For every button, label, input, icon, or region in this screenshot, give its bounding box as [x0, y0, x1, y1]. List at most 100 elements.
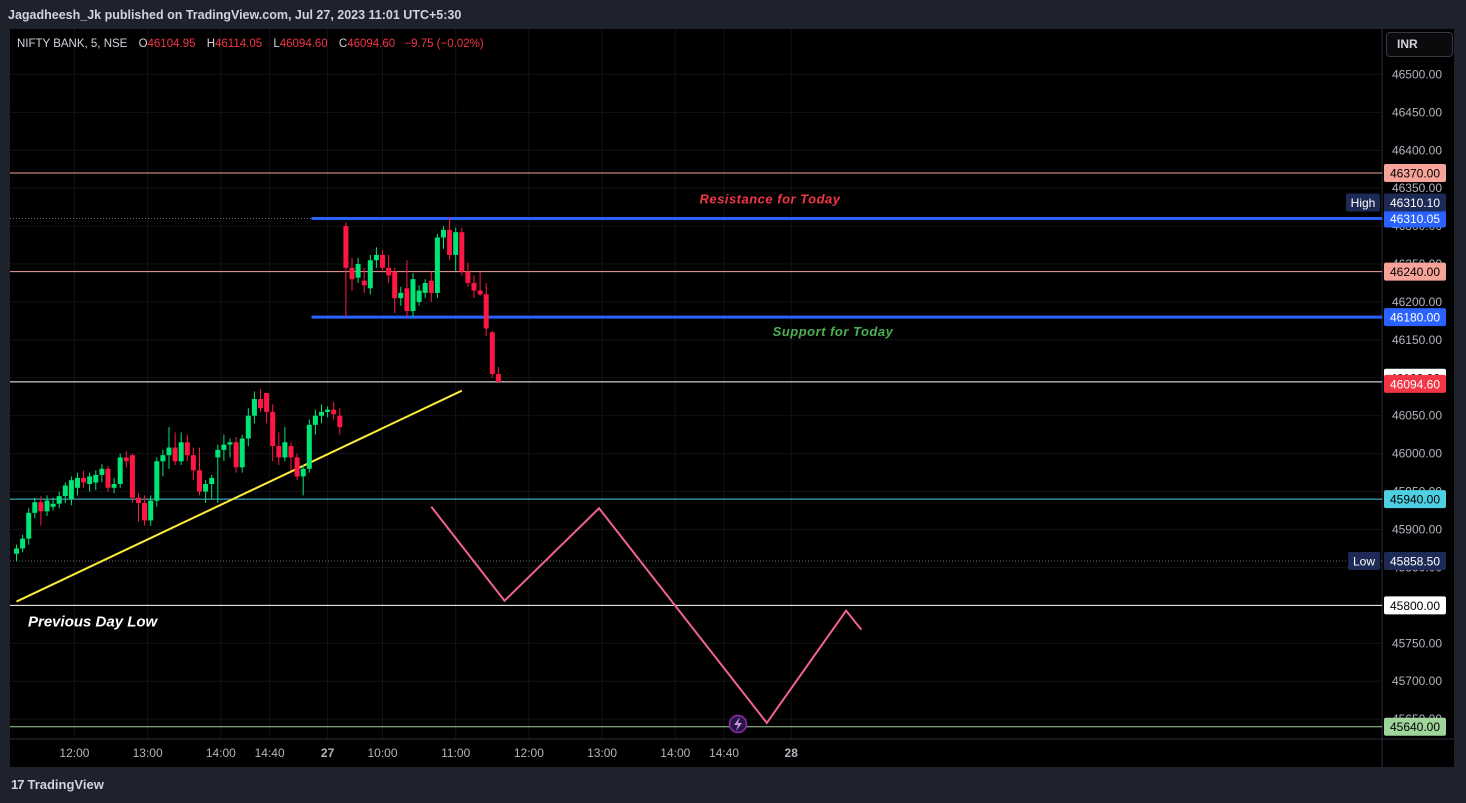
candle-body[interactable] — [331, 409, 337, 415]
candle-body[interactable] — [337, 415, 343, 428]
candle-body[interactable] — [105, 468, 111, 488]
candle-body[interactable] — [392, 271, 398, 299]
candle-body[interactable] — [416, 290, 422, 302]
candle-body[interactable] — [136, 497, 141, 503]
candle-body[interactable] — [62, 485, 68, 497]
candle-body[interactable] — [245, 415, 251, 439]
candle-body[interactable] — [20, 538, 26, 549]
candle-body[interactable] — [203, 483, 209, 492]
candle-body[interactable] — [258, 399, 263, 409]
resistance-label: Resistance for Today — [699, 191, 840, 206]
candle-body[interactable] — [227, 442, 233, 445]
candle-body[interactable] — [355, 264, 361, 278]
time-tick-label: 14:40 — [255, 746, 285, 760]
candle-body[interactable] — [239, 438, 245, 468]
trendline[interactable] — [16, 389, 463, 603]
candle-body[interactable] — [14, 548, 19, 554]
candle-body[interactable] — [300, 468, 306, 477]
candle-body[interactable] — [343, 226, 349, 268]
candle-body[interactable] — [349, 267, 355, 280]
chart-pane[interactable] — [10, 29, 1454, 767]
level-price-label-bg — [1384, 262, 1446, 281]
candle-body[interactable] — [44, 500, 50, 512]
candle-body[interactable] — [270, 411, 276, 447]
candle-body[interactable] — [325, 409, 331, 412]
candle-body[interactable] — [178, 442, 184, 462]
candle-body[interactable] — [489, 332, 495, 375]
time-tick-label: 10:00 — [367, 746, 397, 760]
open-label: O — [138, 38, 148, 50]
candle-body[interactable] — [68, 480, 74, 500]
candle-body[interactable] — [190, 455, 196, 471]
candle-body[interactable] — [386, 267, 392, 276]
candle-body[interactable] — [166, 447, 172, 456]
candle-body[interactable] — [26, 512, 32, 539]
candle-body[interactable] — [453, 232, 459, 255]
candle-body[interactable] — [319, 411, 324, 416]
candle-body[interactable] — [93, 474, 99, 483]
candle-body[interactable] — [38, 502, 44, 512]
candle-body[interactable] — [282, 442, 288, 458]
candle-body[interactable] — [56, 496, 62, 504]
candle-body[interactable] — [160, 455, 166, 462]
candle-body[interactable] — [111, 483, 117, 488]
candle-body[interactable] — [447, 229, 453, 255]
candle-body[interactable] — [367, 260, 373, 289]
candle-body[interactable] — [465, 271, 471, 283]
candle-body[interactable] — [483, 294, 489, 329]
candle-body[interactable] — [148, 500, 154, 521]
candle-body[interactable] — [251, 399, 257, 416]
candle-body[interactable] — [81, 477, 87, 483]
candle-body[interactable] — [404, 288, 410, 312]
low-marker-value: 45858.50 — [1390, 554, 1440, 568]
candle-body[interactable] — [361, 280, 367, 286]
candle-body[interactable] — [495, 374, 501, 382]
high-marker-tag: High — [1351, 196, 1376, 210]
candle-body[interactable] — [398, 292, 404, 299]
candle-body[interactable] — [276, 446, 282, 458]
price-tick-label: 46400.00 — [1392, 143, 1442, 157]
candle-body[interactable] — [142, 502, 148, 521]
candle-body[interactable] — [50, 503, 56, 507]
candle-body[interactable] — [312, 415, 318, 425]
candle-body[interactable] — [380, 254, 385, 268]
currency-button[interactable]: INR — [1386, 32, 1453, 57]
candle-body[interactable] — [477, 290, 483, 295]
candle-body[interactable] — [233, 442, 239, 468]
candle-body[interactable] — [410, 279, 416, 312]
symbol-title[interactable]: NIFTY BANK, 5, NSE — [17, 38, 128, 50]
candle-body[interactable] — [99, 468, 105, 475]
candle-body[interactable] — [197, 470, 202, 492]
candle-body[interactable] — [154, 461, 160, 501]
candle-body[interactable] — [434, 237, 440, 293]
projection-path[interactable] — [430, 506, 863, 725]
candle-body[interactable] — [288, 446, 294, 458]
candle-body[interactable] — [294, 457, 300, 477]
candle-body[interactable] — [117, 457, 123, 484]
candle-body[interactable] — [129, 455, 135, 498]
tradingview-brand[interactable]: 17 TradingView — [11, 776, 104, 794]
candle-body[interactable] — [87, 476, 93, 484]
candle-body[interactable] — [75, 477, 80, 488]
candle-body[interactable] — [32, 502, 38, 513]
candle-body[interactable] — [441, 229, 446, 238]
candle-body[interactable] — [306, 424, 312, 469]
candle-body[interactable] — [209, 477, 215, 484]
level-price-label: 46240.00 — [1390, 265, 1440, 279]
candle-body[interactable] — [172, 447, 178, 462]
candle-body[interactable] — [184, 442, 190, 456]
candle-body[interactable] — [428, 280, 434, 293]
level-price-label: 46310.05 — [1390, 212, 1440, 226]
candle-body[interactable] — [471, 282, 477, 291]
price-tick-label: 45900.00 — [1392, 523, 1442, 537]
candle-body[interactable] — [215, 449, 221, 458]
candle-body[interactable] — [221, 444, 227, 450]
high-value: 46114.05 — [215, 38, 263, 50]
candle-body[interactable] — [373, 254, 379, 261]
candle-body[interactable] — [264, 392, 270, 412]
candle-body[interactable] — [123, 457, 129, 462]
candle-body[interactable] — [459, 232, 465, 272]
level-price-label: 46370.00 — [1390, 167, 1440, 181]
candle-body[interactable] — [422, 282, 428, 293]
